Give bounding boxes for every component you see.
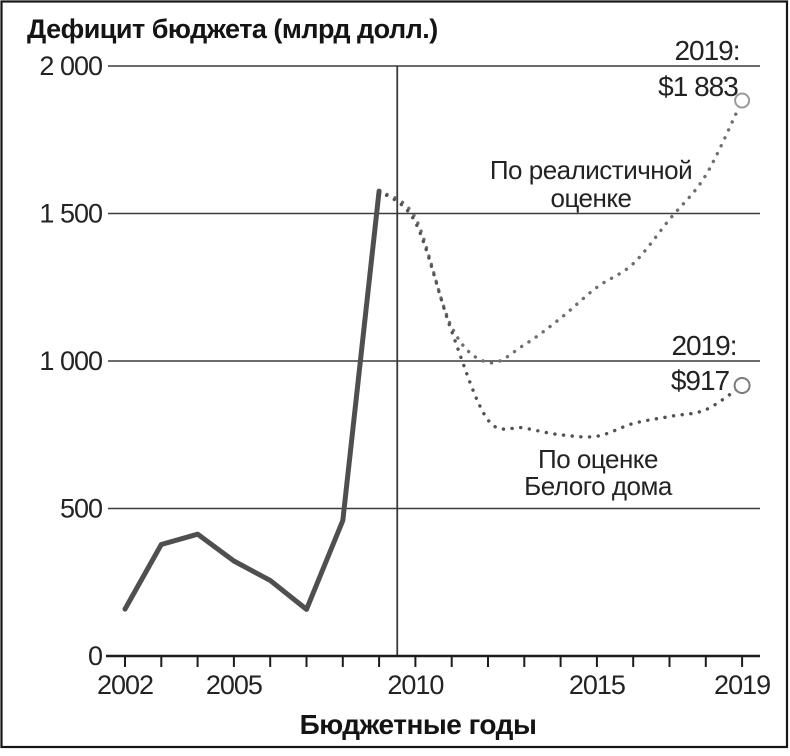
y-tick-label-1000: 1 000: [39, 346, 102, 376]
realistic-end-label-year: 2019:: [674, 35, 739, 66]
whitehouse-endpoint-marker: [733, 376, 751, 394]
x-tick-label-2019: 2019: [714, 670, 770, 700]
x-tick-label-2015: 2015: [569, 670, 625, 700]
x-axis-label: Бюджетные годы: [300, 709, 537, 740]
y-tick-label-2000: 2 000: [39, 51, 102, 81]
realistic-line: [377, 98, 744, 365]
realistic-end-label-value: $1 883: [658, 71, 738, 102]
y-tick-label-0: 0: [88, 641, 102, 671]
x-tick-labels: 2002 2005 2010 2015 2019: [97, 670, 771, 700]
realistic-endpoint-marker: [734, 92, 751, 109]
whitehouse-line: [377, 189, 744, 439]
whitehouse-end-label-value: $917: [671, 365, 730, 396]
whitehouse-end-label-year: 2019:: [671, 330, 736, 361]
x-tick-label-2010: 2010: [387, 670, 443, 700]
x-tick-label-2005: 2005: [206, 670, 262, 700]
chart-title: Дефицит бюджета (млрд долл.): [27, 14, 438, 44]
x-ticks: [124, 656, 744, 667]
realistic-label-line1: По реалистичной: [490, 155, 692, 185]
x-tick-label-2002: 2002: [97, 670, 153, 700]
y-tick-label-1500: 1 500: [39, 199, 102, 229]
gridlines: [108, 65, 760, 510]
whitehouse-label-line1: По оценке: [538, 444, 658, 474]
realistic-label-line2: оценке: [550, 183, 631, 213]
y-tick-labels: 0 500 1 000 1 500 2 000: [39, 51, 103, 671]
y-tick-label-500: 500: [60, 494, 102, 524]
actual-deficit-line: [122, 188, 382, 612]
whitehouse-label-line2: Белого дома: [524, 471, 673, 501]
